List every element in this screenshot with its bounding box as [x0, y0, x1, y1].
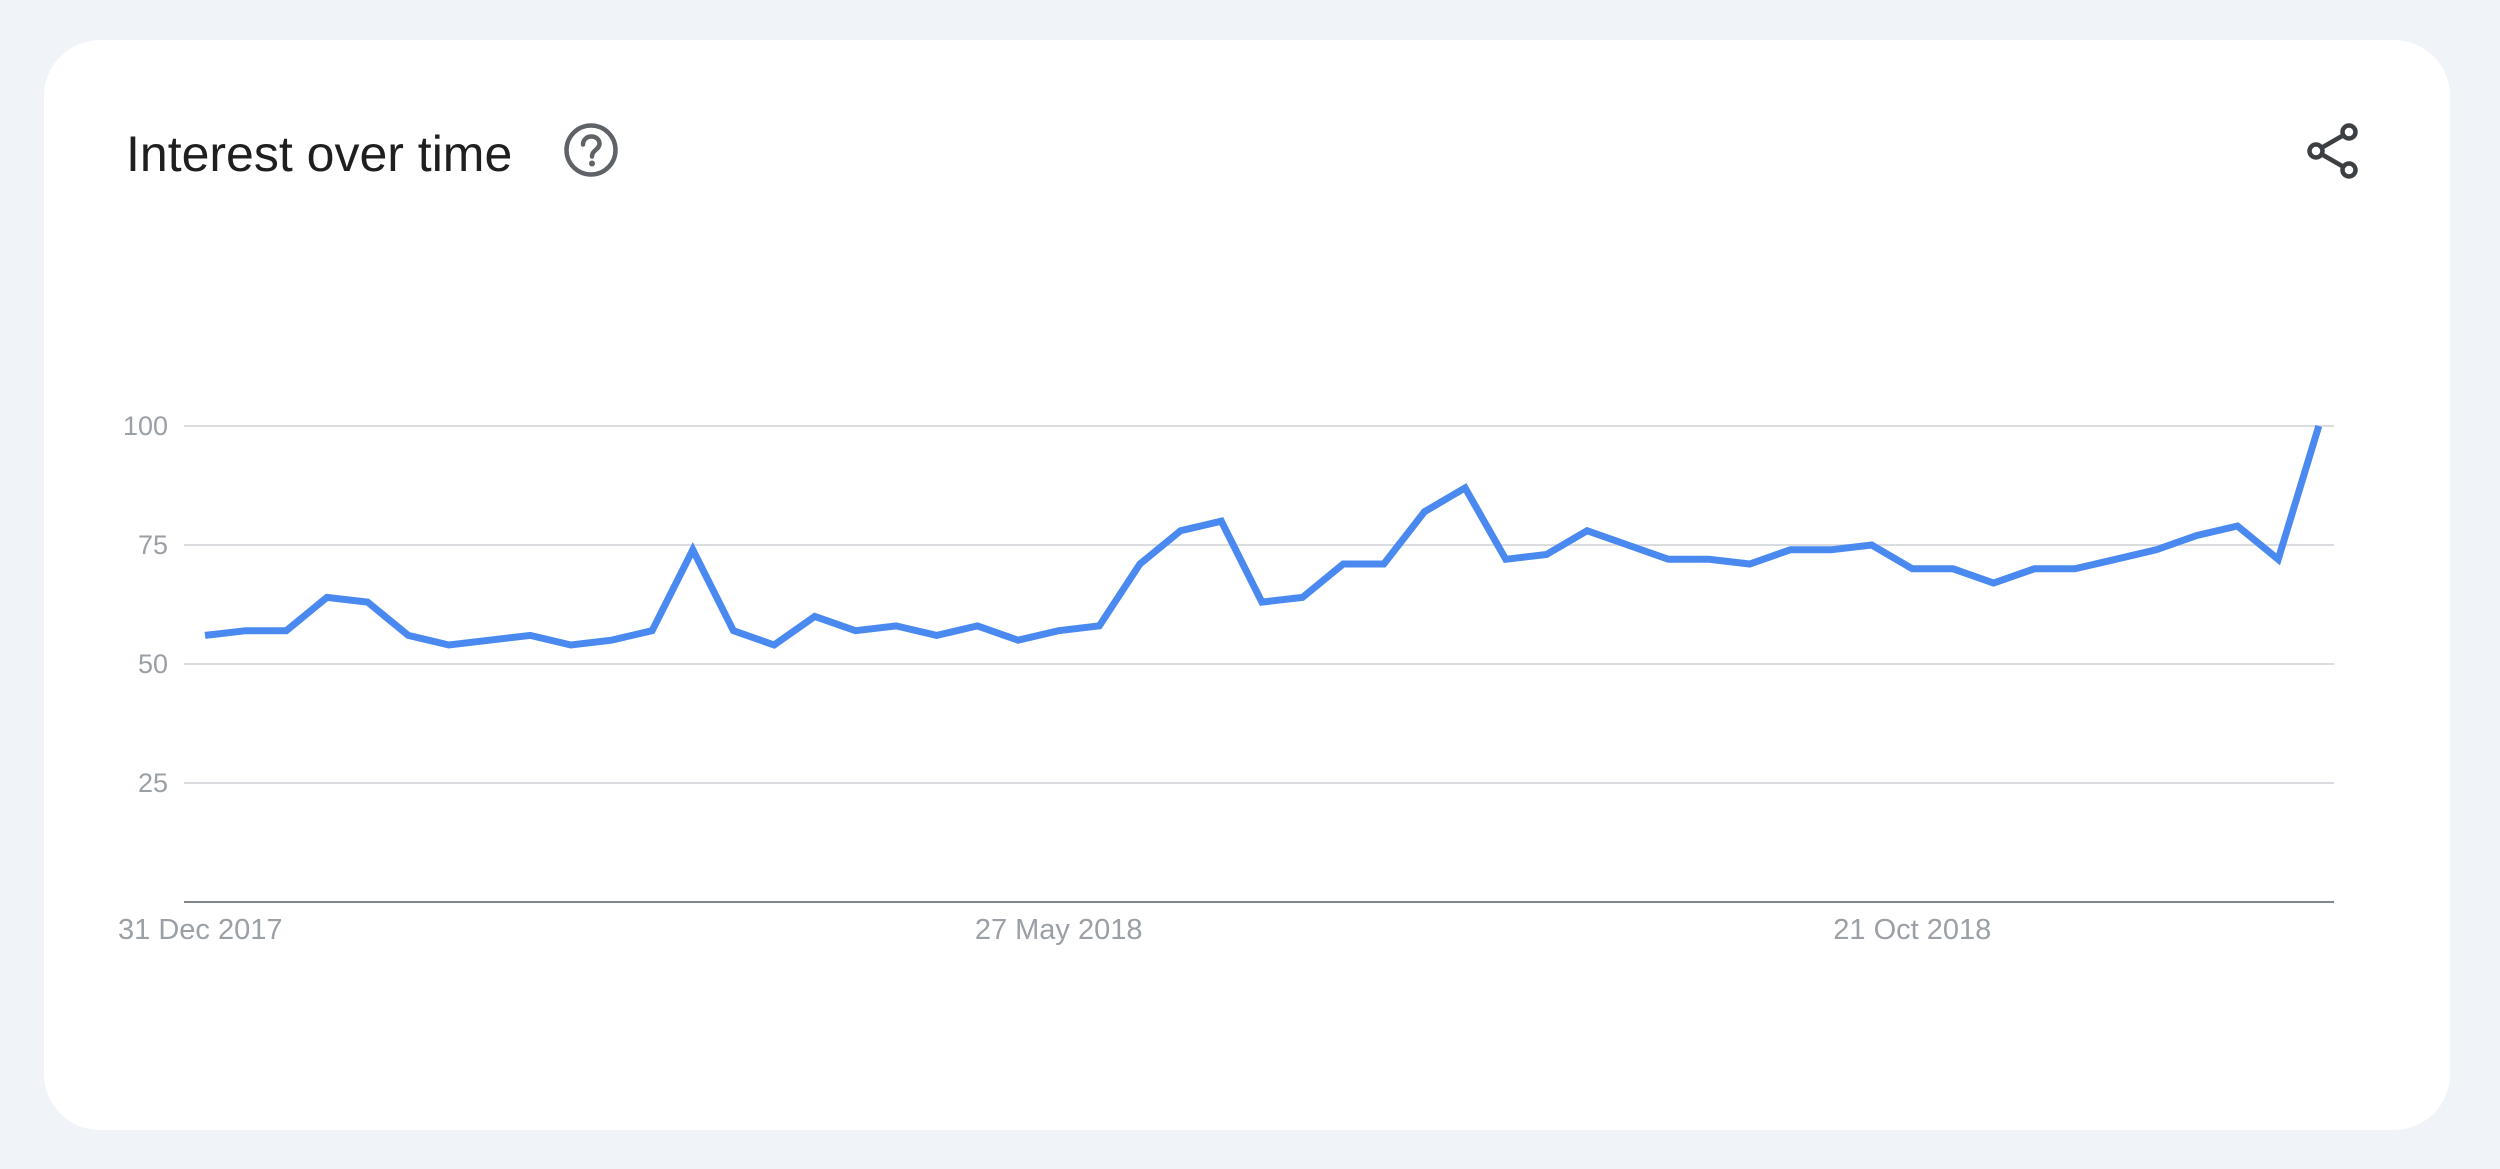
data-point[interactable] — [362, 596, 374, 608]
x-tick-label: 21 Oct 2018 — [1833, 914, 1991, 946]
data-point[interactable] — [1500, 553, 1512, 565]
data-point[interactable] — [443, 639, 455, 651]
data-point[interactable] — [646, 625, 658, 637]
data-point[interactable] — [484, 634, 496, 646]
interest-chart: 25 50 75 100 31 Dec 2017 27 May 2018 21 Oct 2… — [118, 411, 2334, 946]
y-tick-label: 50 — [138, 649, 168, 679]
data-point[interactable] — [2110, 553, 2122, 565]
share-icon[interactable] — [2304, 120, 2366, 182]
data-point[interactable] — [1012, 634, 1024, 646]
interest-over-time-card: 25 50 75 100 31 Dec 2017 27 May 2018 21 Oct 2… — [44, 40, 2450, 1130]
grid-lines — [184, 425, 2334, 784]
data-point[interactable] — [524, 629, 536, 641]
data-point[interactable] — [1947, 563, 1959, 575]
data-point[interactable] — [1053, 625, 1065, 637]
data-point[interactable] — [606, 634, 618, 646]
series-line — [204, 424, 2323, 649]
data-point[interactable] — [768, 639, 780, 651]
data-point[interactable] — [1337, 558, 1349, 570]
x-tick-label: 31 Dec 2017 — [118, 914, 282, 946]
data-point[interactable] — [1297, 591, 1309, 603]
data-point[interactable] — [1459, 482, 1471, 494]
data-point[interactable] — [321, 591, 333, 603]
data-point[interactable] — [1175, 525, 1187, 537]
data-point[interactable] — [687, 544, 699, 556]
data-point[interactable] — [2028, 563, 2040, 575]
y-axis-ticks: 25 50 75 100 — [123, 411, 168, 798]
data-point[interactable] — [849, 625, 861, 637]
data-point[interactable] — [727, 625, 739, 637]
data-point[interactable] — [890, 620, 902, 632]
data-point[interactable] — [1622, 539, 1634, 551]
data-point[interactable] — [1581, 525, 1593, 537]
data-point[interactable] — [971, 620, 983, 632]
y-tick-label: 75 — [138, 530, 168, 560]
card-title: Interest over time — [126, 126, 513, 182]
data-point[interactable] — [1215, 515, 1227, 527]
data-point[interactable] — [2313, 420, 2325, 432]
data-point[interactable] — [1906, 563, 1918, 575]
data-point[interactable] — [2069, 563, 2081, 575]
data-point[interactable] — [1093, 620, 1105, 632]
series-layer — [199, 420, 2325, 651]
data-point[interactable] — [1988, 577, 2000, 589]
data-point[interactable] — [1703, 553, 1715, 565]
data-point[interactable] — [1419, 506, 1431, 518]
data-point[interactable] — [1662, 553, 1674, 565]
data-point[interactable] — [402, 629, 414, 641]
data-point[interactable] — [2232, 520, 2244, 532]
data-point[interactable] — [1866, 539, 1878, 551]
data-point[interactable] — [565, 639, 577, 651]
data-point[interactable] — [2272, 553, 2284, 565]
data-point[interactable] — [1825, 544, 1837, 556]
data-point[interactable] — [199, 629, 211, 641]
data-point[interactable] — [809, 610, 821, 622]
y-tick-label: 25 — [138, 768, 168, 798]
data-point[interactable] — [931, 629, 943, 641]
x-tick-label: 27 May 2018 — [975, 914, 1143, 946]
data-point[interactable] — [2150, 544, 2162, 556]
data-point[interactable] — [1134, 558, 1146, 570]
help-circle-icon[interactable] — [562, 121, 620, 179]
data-point[interactable] — [240, 625, 252, 637]
data-point[interactable] — [1256, 596, 1268, 608]
data-point[interactable] — [1744, 558, 1756, 570]
data-point[interactable] — [2191, 530, 2203, 542]
data-point[interactable] — [1378, 558, 1390, 570]
y-tick-label: 100 — [123, 411, 168, 441]
data-point[interactable] — [1784, 544, 1796, 556]
data-point[interactable] — [280, 625, 292, 637]
x-axis-ticks: 31 Dec 2017 27 May 2018 21 Oct 2018 — [118, 914, 1991, 946]
data-point[interactable] — [1541, 549, 1553, 561]
